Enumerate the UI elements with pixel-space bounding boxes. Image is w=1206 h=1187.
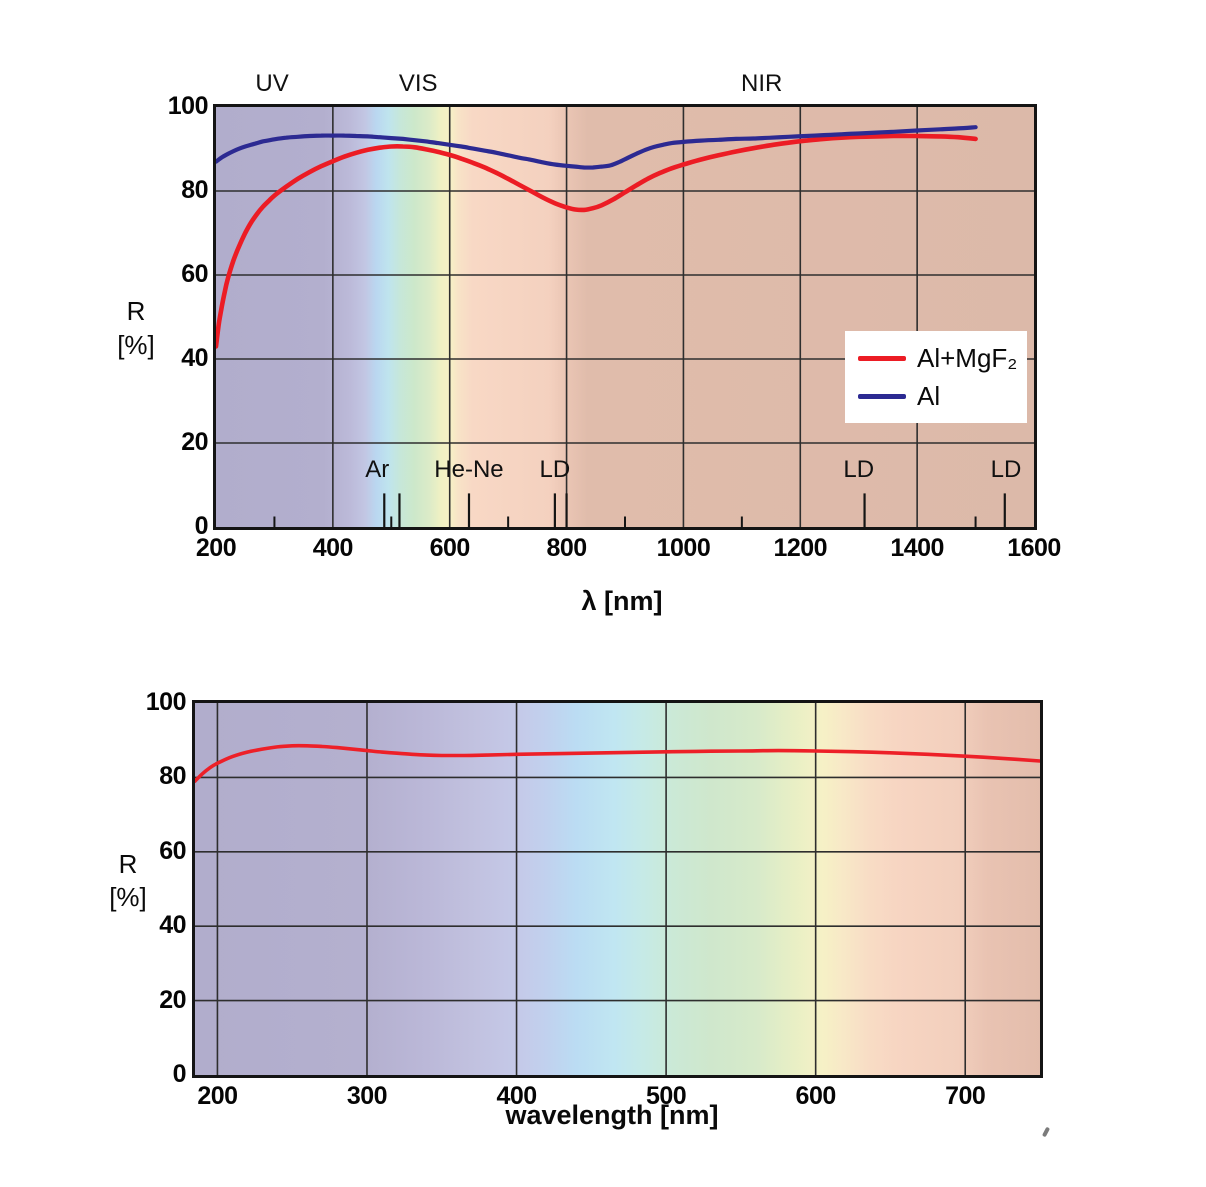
y-tick-label-60: 60 bbox=[159, 836, 186, 865]
x-axis-title: λ [nm] bbox=[581, 586, 663, 616]
y-axis-title: R [%] bbox=[100, 294, 172, 362]
legend-label-almgf2: Al+MgF₂ bbox=[917, 342, 1018, 373]
y-tick-label-40: 40 bbox=[181, 344, 208, 372]
region-label-vis: VIS bbox=[398, 70, 438, 97]
curve-reflectance bbox=[195, 743, 1040, 783]
y-axis-title-unit: [%] bbox=[117, 330, 155, 360]
x-tick-label-200: 200 bbox=[197, 1082, 238, 1110]
y-tick-label-40: 40 bbox=[159, 911, 186, 940]
y-axis-title-unit: [%] bbox=[109, 882, 147, 912]
y-tick-label-100: 100 bbox=[167, 92, 209, 120]
x-tick-label-300: 300 bbox=[346, 1082, 388, 1110]
plot-canvas-bottom bbox=[195, 703, 1040, 1075]
x-tick-label-400: 400 bbox=[496, 1082, 537, 1110]
laser-label-ld: LD bbox=[990, 456, 1022, 483]
y-tick-label-20: 20 bbox=[181, 428, 208, 456]
legend: Al+MgF₂ Al bbox=[845, 331, 1027, 423]
legend-line-red-icon bbox=[858, 355, 906, 361]
legend-entry-almgf2: Al+MgF₂ bbox=[858, 343, 1027, 374]
y-tick-label-0: 0 bbox=[194, 512, 209, 540]
plot-canvas-top bbox=[216, 107, 1034, 527]
y-axis-title: R [%] bbox=[92, 848, 164, 914]
laser-label-ld: LD bbox=[539, 456, 571, 483]
x-tick-label-600: 600 bbox=[429, 534, 471, 562]
plot-area-bottom bbox=[192, 700, 1043, 1078]
x-tick-label-700: 700 bbox=[945, 1082, 986, 1110]
x-tick-label-1000: 1000 bbox=[656, 534, 711, 562]
x-tick-label-1200: 1200 bbox=[773, 534, 828, 562]
x-axis-title: wavelength [nm] bbox=[505, 1100, 719, 1130]
region-label-uv: UV bbox=[255, 70, 289, 97]
legend-label-al: Al bbox=[917, 380, 941, 411]
y-tick-label-100: 100 bbox=[145, 688, 187, 716]
x-tick-label-200: 200 bbox=[195, 534, 237, 562]
y-tick-label-80: 80 bbox=[181, 176, 208, 204]
y-tick-label-80: 80 bbox=[159, 762, 186, 791]
plot-area-top: Al+MgF₂ Al bbox=[213, 104, 1037, 530]
laser-label-he-ne: He-Ne bbox=[434, 456, 504, 483]
y-tick-label-20: 20 bbox=[159, 985, 186, 1014]
laser-label-ld: LD bbox=[843, 456, 875, 483]
x-tick-label-500: 500 bbox=[645, 1082, 687, 1110]
y-tick-label-60: 60 bbox=[181, 260, 208, 288]
laser-label-ar: Ar bbox=[365, 456, 390, 483]
legend-entry-al: Al bbox=[858, 381, 1027, 412]
y-axis-title-symbol: R bbox=[118, 849, 138, 879]
y-tick-label-0: 0 bbox=[172, 1060, 187, 1088]
curve-al bbox=[216, 125, 978, 170]
curve-al-mgf- bbox=[216, 133, 978, 349]
x-tick-label-400: 400 bbox=[312, 534, 354, 562]
x-tick-label-1600: 1600 bbox=[1007, 534, 1061, 562]
legend-line-blue-icon bbox=[858, 393, 906, 399]
x-tick-label-800: 800 bbox=[546, 534, 587, 562]
region-label-nir: NIR bbox=[741, 70, 783, 97]
x-tick-label-600: 600 bbox=[795, 1082, 837, 1110]
y-axis-title-symbol: R bbox=[126, 296, 146, 326]
x-tick-label-1400: 1400 bbox=[890, 534, 944, 562]
